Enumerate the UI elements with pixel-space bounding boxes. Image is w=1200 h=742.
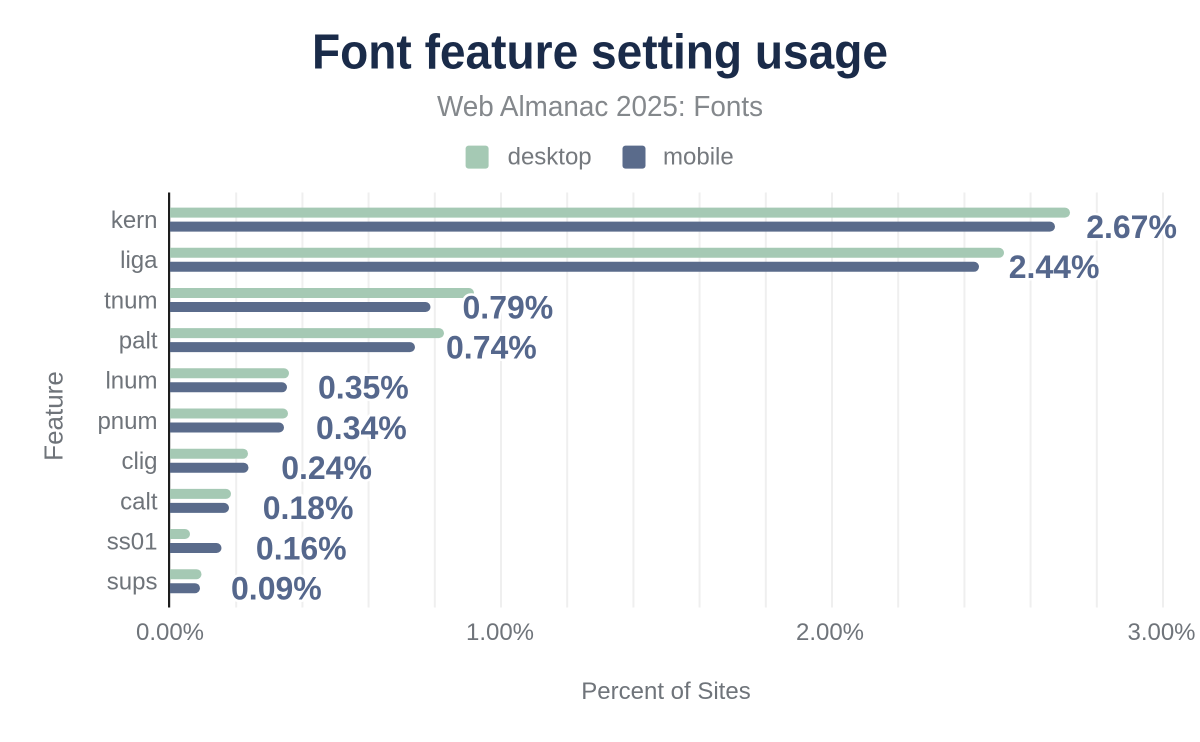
svg-text:Percent of Sites: Percent of Sites <box>581 678 750 705</box>
svg-text:1.00%: 1.00% <box>466 619 534 646</box>
svg-text:0.24%: 0.24% <box>281 450 372 486</box>
svg-text:Web Almanac 2025: Fonts: Web Almanac 2025: Fonts <box>437 91 763 123</box>
svg-text:0.79%: 0.79% <box>463 289 554 325</box>
svg-text:pnum: pnum <box>97 408 157 435</box>
svg-text:0.18%: 0.18% <box>263 490 354 526</box>
svg-text:ss01: ss01 <box>107 528 158 555</box>
svg-text:0.00%: 0.00% <box>136 619 204 646</box>
svg-text:3.00%: 3.00% <box>1127 619 1195 646</box>
svg-text:mobile: mobile <box>663 144 734 171</box>
svg-text:0.16%: 0.16% <box>256 530 347 566</box>
svg-text:clig: clig <box>121 448 157 475</box>
svg-text:tnum: tnum <box>104 287 157 314</box>
svg-text:liga: liga <box>120 247 158 274</box>
svg-text:calt: calt <box>120 488 158 515</box>
svg-text:2.00%: 2.00% <box>796 619 864 646</box>
svg-text:sups: sups <box>107 569 158 596</box>
svg-text:0.35%: 0.35% <box>318 370 409 406</box>
svg-text:0.09%: 0.09% <box>231 571 322 607</box>
svg-text:2.44%: 2.44% <box>1009 249 1100 285</box>
svg-text:2.67%: 2.67% <box>1086 209 1177 245</box>
svg-text:Feature: Feature <box>39 371 69 461</box>
svg-text:kern: kern <box>111 207 158 234</box>
svg-text:0.34%: 0.34% <box>316 410 407 446</box>
svg-text:Font feature setting usage: Font feature setting usage <box>312 26 888 80</box>
svg-text:desktop: desktop <box>508 144 592 171</box>
svg-text:palt: palt <box>119 328 158 355</box>
svg-text:lnum: lnum <box>105 368 157 395</box>
svg-text:0.74%: 0.74% <box>446 329 537 365</box>
